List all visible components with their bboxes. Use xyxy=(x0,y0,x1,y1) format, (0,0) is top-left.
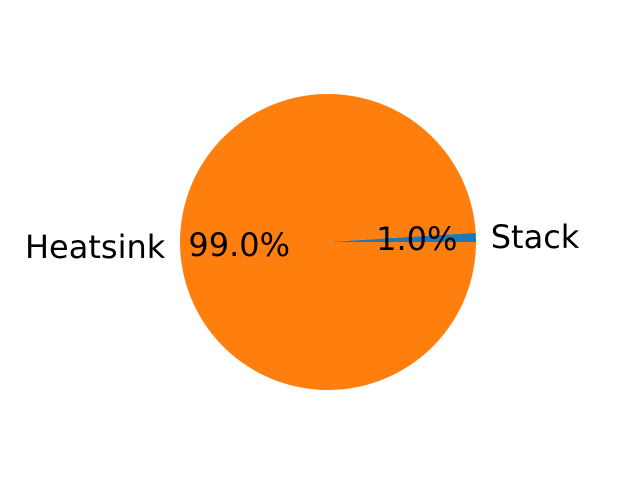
pie-label-stack: Stack xyxy=(491,218,580,256)
pie-label-heatsink: Heatsink xyxy=(25,228,166,266)
pie-pct-label-stack: 1.0% xyxy=(376,220,457,258)
pie-slice-heatsink xyxy=(180,94,476,391)
pie-slice-stack xyxy=(328,232,476,242)
pie-labels: Stack 1.0% Heatsink 99.0% xyxy=(25,218,580,266)
pie-slices xyxy=(180,94,476,391)
pie-pct-label-heatsink: 99.0% xyxy=(188,226,290,264)
